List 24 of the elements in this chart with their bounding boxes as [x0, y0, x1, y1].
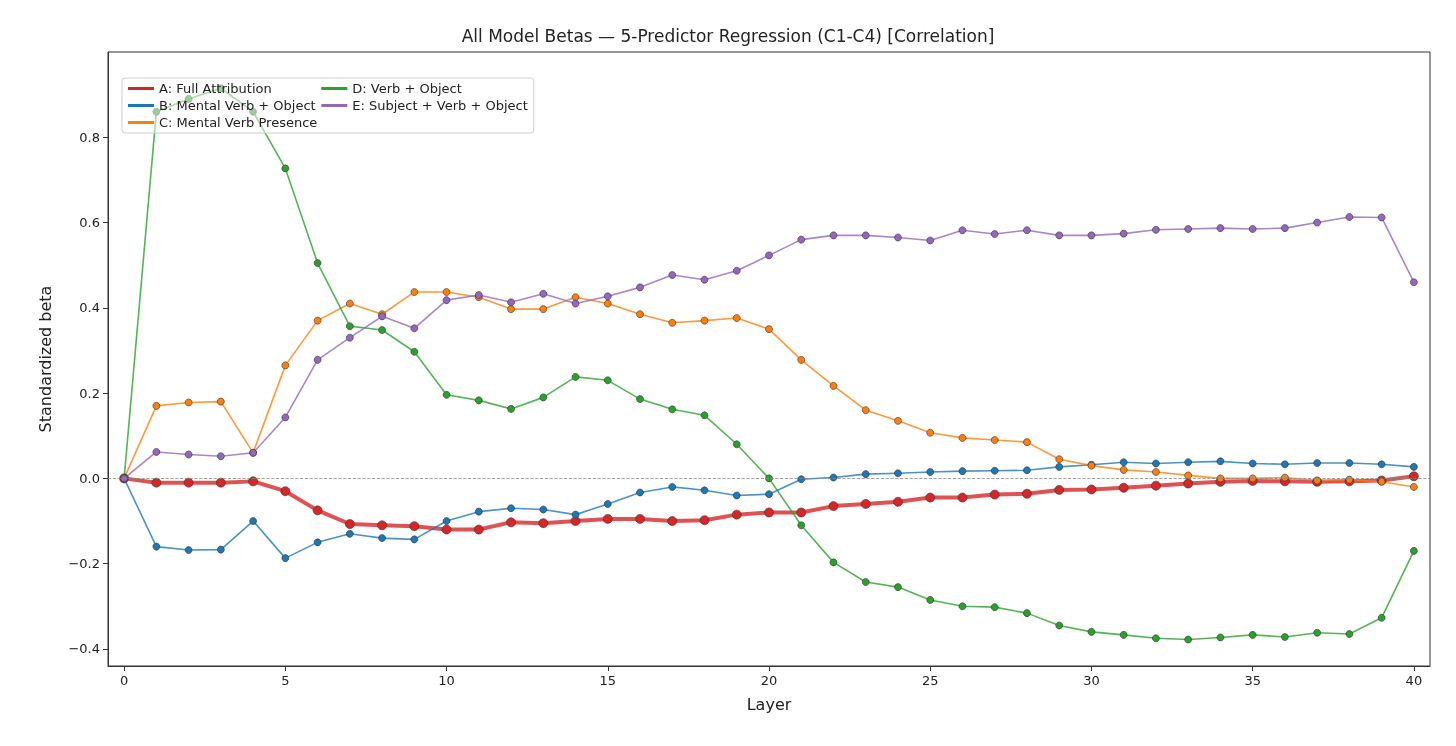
y-tick-label: 0.8 — [79, 129, 100, 145]
y-tick-label: 0.6 — [79, 215, 100, 231]
x-tick-label: 0 — [119, 673, 129, 688]
x-tick-label: 15 — [599, 673, 617, 688]
y-axis-title: Standardized beta — [35, 285, 55, 433]
legend-label: C: Mental Verb Presence — [159, 115, 318, 130]
x-tick-label: 30 — [1083, 673, 1100, 688]
y-tick-label: 0.2 — [79, 385, 100, 401]
x-tick-label: 40 — [1405, 673, 1423, 688]
chart-title: All Model Betas — 5-Predictor Regression (C1-C4) [Correlation] — [461, 25, 995, 46]
y-tick-label: −0.4 — [68, 641, 100, 657]
y-tick-label: 0.0 — [79, 470, 100, 486]
y-tick-label: −0.2 — [68, 556, 100, 572]
x-tick-label: 20 — [760, 673, 778, 688]
y-tick-label: 0.4 — [79, 300, 100, 316]
legend-label: B: Mental Verb + Object — [159, 98, 316, 113]
x-axis-title: Layer — [746, 694, 792, 714]
x-tick-label: 5 — [281, 673, 290, 688]
x-tick-label: 10 — [438, 673, 455, 688]
x-tick-label: 25 — [921, 673, 939, 688]
legend-label: D: Verb + Object — [352, 81, 462, 96]
x-tick-label: 35 — [1244, 673, 1261, 688]
legend-label: E: Subject + Verb + Object — [352, 98, 528, 113]
legend-label: A: Full Attribution — [159, 81, 272, 96]
